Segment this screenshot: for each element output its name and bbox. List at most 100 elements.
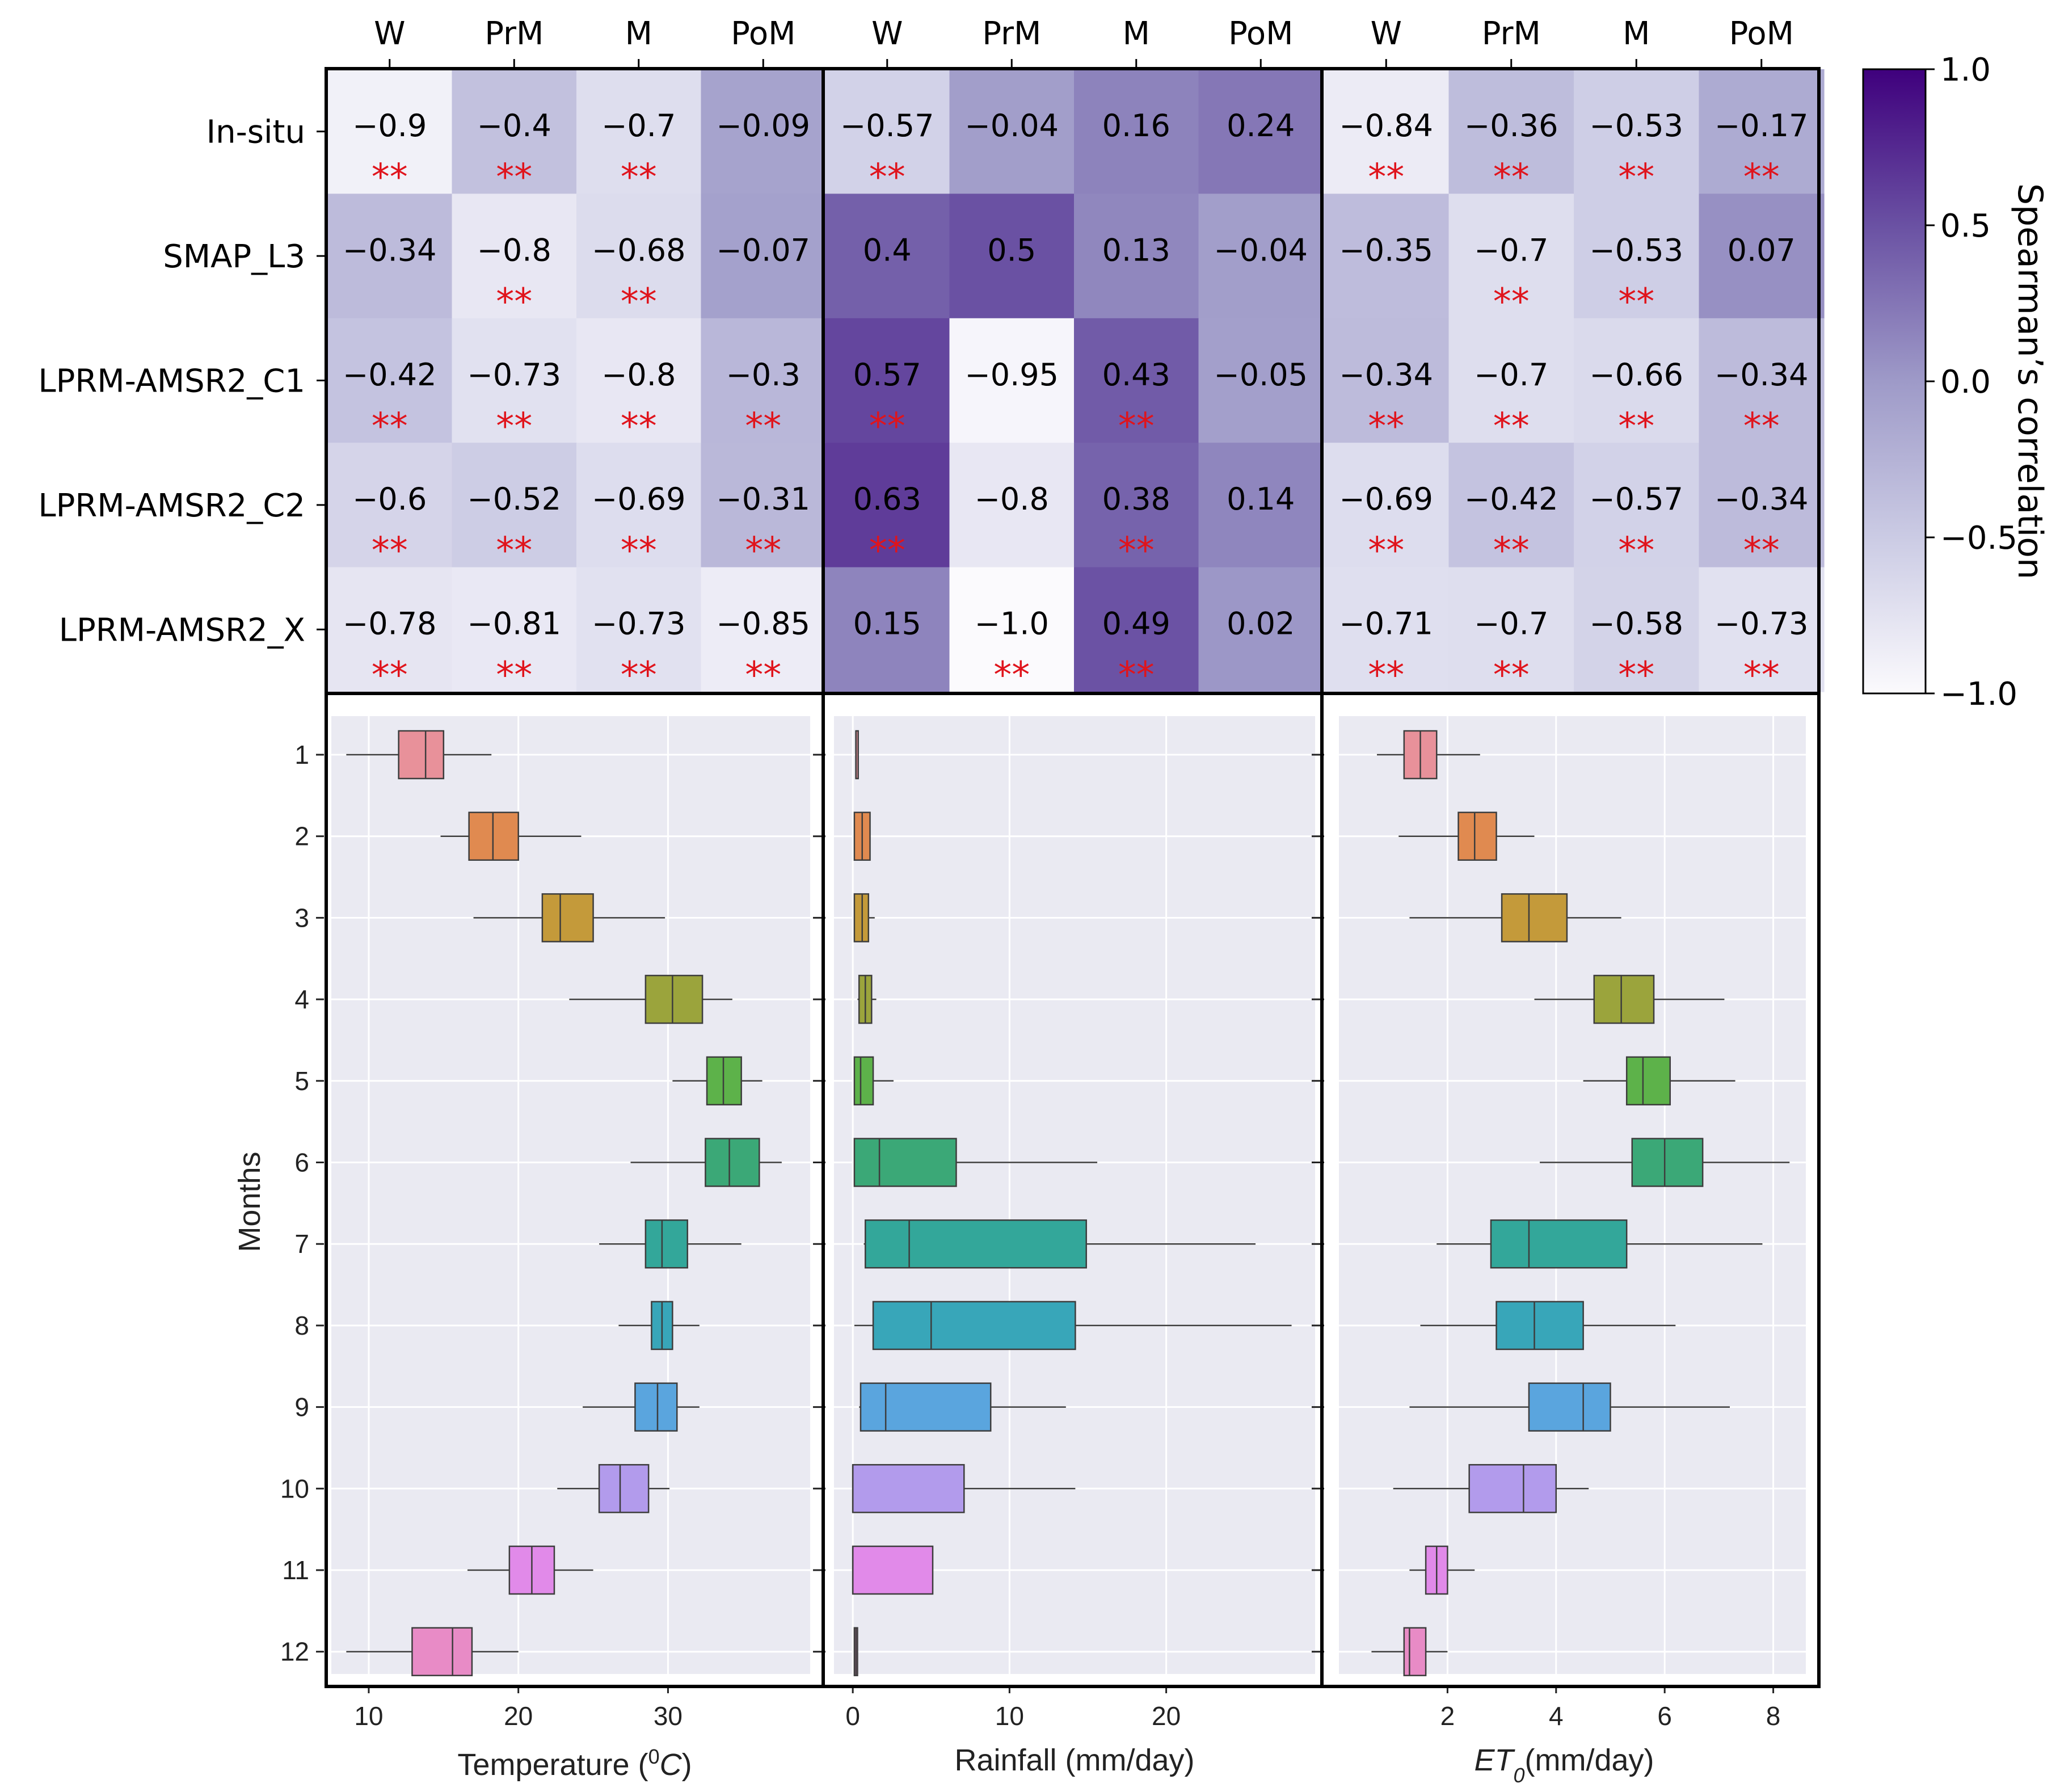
significance-marker: ** xyxy=(372,406,408,448)
significance-marker: ** xyxy=(372,530,408,572)
significance-marker: ** xyxy=(496,406,532,448)
cell-value: 0.57 xyxy=(853,357,921,393)
cell-value: −0.8 xyxy=(477,232,551,268)
heatmap-cell xyxy=(949,443,1075,568)
significance-marker: ** xyxy=(1618,281,1654,323)
heatmap-cell xyxy=(1198,567,1324,692)
column-label: W xyxy=(1371,15,1402,52)
heatmap-cell xyxy=(1324,69,1450,194)
column-label: PrM xyxy=(485,15,544,52)
row-label: LPRM-AMSR2_C1 xyxy=(38,363,305,400)
cell-value: −1.0 xyxy=(975,606,1049,642)
cell-value: −0.9 xyxy=(352,108,427,144)
significance-marker: ** xyxy=(621,655,657,697)
heatmap-cell xyxy=(1699,69,1825,194)
y-tick-label: 7 xyxy=(294,1229,309,1259)
cell-value: −0.17 xyxy=(1714,108,1808,144)
cell-value: −0.81 xyxy=(467,606,561,642)
cell-value: −0.69 xyxy=(592,481,685,517)
x-axis-title-rainfall: Rainfall (mm/day) xyxy=(954,1743,1194,1777)
heatmap-cell xyxy=(452,567,577,692)
significance-marker: ** xyxy=(1493,406,1530,448)
cell-value: 0.14 xyxy=(1227,481,1295,517)
x-tick-label: 6 xyxy=(1657,1701,1672,1731)
cell-value: −0.73 xyxy=(592,606,685,642)
cell-value: 0.07 xyxy=(1728,232,1796,268)
cell-value: −0.58 xyxy=(1590,606,1683,642)
significance-marker: ** xyxy=(496,157,532,199)
heatmap-cell xyxy=(576,567,702,692)
heatmap-cell xyxy=(452,318,577,443)
cell-value: −0.4 xyxy=(477,108,551,144)
cell-value: 0.5 xyxy=(987,232,1036,268)
axis-title-superscript: 0 xyxy=(648,1745,660,1768)
cell-value: −0.84 xyxy=(1339,108,1433,144)
heatmap-cell xyxy=(1574,69,1700,194)
box-month-5 xyxy=(853,1056,874,1106)
cell-value: −0.53 xyxy=(1590,232,1683,268)
cell-value: −0.73 xyxy=(1714,606,1808,642)
heatmap-cell xyxy=(825,318,950,443)
box-month-9 xyxy=(1528,1382,1611,1432)
significance-marker: ** xyxy=(372,655,408,697)
significance-marker: ** xyxy=(1368,655,1404,697)
significance-marker: ** xyxy=(1493,281,1530,323)
colorbar-tick-label: 0.0 xyxy=(1940,364,1991,401)
heatmap-cell xyxy=(1448,567,1574,692)
heatmap-cell xyxy=(1324,193,1450,319)
cell-value: −0.36 xyxy=(1464,108,1558,144)
significance-marker: ** xyxy=(496,530,532,572)
heatmap-cell xyxy=(825,443,950,568)
cell-value: −0.78 xyxy=(343,606,436,642)
cell-value: −0.71 xyxy=(1339,606,1433,642)
column-label: PrM xyxy=(982,15,1041,52)
x-tick-label: 0 xyxy=(845,1701,860,1731)
y-tick-label: 1 xyxy=(294,740,309,769)
y-axis-title: Months xyxy=(233,1151,267,1252)
box-month-12 xyxy=(411,1627,473,1676)
cell-value: −0.66 xyxy=(1590,357,1683,393)
significance-marker: ** xyxy=(1618,157,1654,199)
heatmap-cell xyxy=(949,567,1075,692)
box-month-7 xyxy=(864,1219,1087,1269)
y-tick-label: 4 xyxy=(294,985,309,1014)
significance-marker: ** xyxy=(1118,406,1155,448)
significance-marker: ** xyxy=(1493,530,1530,572)
row-label: LPRM-AMSR2_X xyxy=(59,612,305,649)
heatmap-cell xyxy=(1074,69,1199,194)
heatmap-cell xyxy=(327,443,453,568)
box-month-6 xyxy=(705,1138,760,1187)
row-label: LPRM-AMSR2_C2 xyxy=(38,487,305,524)
cell-value: −0.8 xyxy=(975,481,1049,517)
cell-value: −0.7 xyxy=(1474,606,1548,642)
cell-value: −0.73 xyxy=(467,357,561,393)
heatmap-cell xyxy=(949,69,1075,194)
heatmap-cell xyxy=(1074,567,1199,692)
heatmap-cell xyxy=(1198,193,1324,319)
column-label: PoM xyxy=(1729,15,1794,52)
cell-value: 0.49 xyxy=(1102,606,1170,642)
x-tick-label: 30 xyxy=(654,1701,683,1731)
plot-background xyxy=(834,716,1315,1674)
cell-value: −0.3 xyxy=(726,357,801,393)
heatmap-cell xyxy=(1574,193,1700,319)
heatmap-cell xyxy=(701,69,826,194)
box-month-3 xyxy=(541,893,594,943)
heatmap-cell xyxy=(701,567,826,692)
y-tick-label: 11 xyxy=(282,1555,309,1585)
cell-value: −0.57 xyxy=(840,108,934,144)
heatmap-cell xyxy=(1324,318,1450,443)
significance-marker: ** xyxy=(1743,530,1780,572)
cell-value: −0.95 xyxy=(965,357,1059,393)
x-tick-label: 10 xyxy=(354,1701,383,1731)
cell-value: −0.69 xyxy=(1339,481,1433,517)
x-axis-title-et0: ET0(mm/day) xyxy=(1474,1743,1654,1787)
cell-value: 0.4 xyxy=(863,232,912,268)
box-month-10 xyxy=(1468,1464,1557,1513)
heatmap-cell xyxy=(576,443,702,568)
plot-background xyxy=(1339,716,1806,1674)
heatmap-cell xyxy=(701,443,826,568)
box-month-8 xyxy=(872,1301,1076,1351)
cell-value: 0.16 xyxy=(1102,108,1170,144)
x-tick-label: 4 xyxy=(1549,1701,1564,1731)
